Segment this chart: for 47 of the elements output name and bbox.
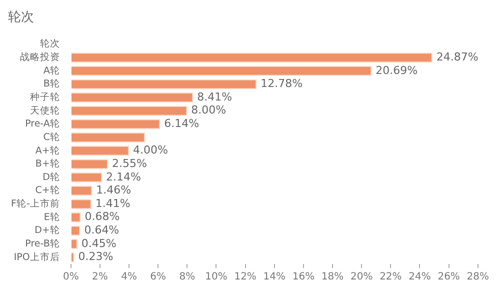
y-tick-label: Pre-B轮 xyxy=(25,237,60,250)
data-label: 12.78% xyxy=(260,77,303,90)
y-tick-label: B轮 xyxy=(43,78,60,90)
data-label: 0.45% xyxy=(81,236,116,250)
data-label: 6.14% xyxy=(164,117,200,130)
x-tick-label: 14% xyxy=(263,272,286,283)
data-label: 4.00% xyxy=(133,144,168,157)
x-tick-label: 24% xyxy=(408,272,431,283)
y-tick-label: D+轮 xyxy=(34,224,60,236)
y-tick-label: E轮 xyxy=(44,210,60,223)
data-label: 8.00% xyxy=(191,104,226,117)
y-tick-label: B+轮 xyxy=(35,158,60,170)
x-tick-label: 22% xyxy=(380,272,402,283)
data-label: 24.87% xyxy=(436,50,478,64)
x-tick-label: 8% xyxy=(179,272,196,283)
data-label: 1.46% xyxy=(96,184,132,197)
y-tick-label: 战略投资 xyxy=(20,51,60,64)
x-tick-label: 4% xyxy=(121,272,137,283)
data-label: 2.14% xyxy=(106,170,141,184)
data-label: 0.68% xyxy=(84,210,120,224)
y-tick-label: C+轮 xyxy=(35,184,60,196)
y-tick-label: C轮 xyxy=(43,130,60,143)
data-label: 8.41% xyxy=(197,90,232,104)
data-label: 20.69% xyxy=(376,64,418,77)
y-tick-label: F轮-上市前 xyxy=(10,198,60,210)
y-tick-label: IPO上市后 xyxy=(14,250,60,263)
y-tick-label: A轮 xyxy=(43,64,60,76)
x-tick-label: 20% xyxy=(350,272,373,283)
x-tick-label: 10% xyxy=(205,272,228,283)
x-tick-label: 18% xyxy=(321,272,344,283)
y-tick-label: 轮次 xyxy=(40,38,60,50)
data-label: 0.23% xyxy=(78,250,114,264)
y-tick-label: 天使轮 xyxy=(30,104,60,116)
data-label: 0.64% xyxy=(84,224,120,237)
x-tick-label: 0% xyxy=(62,272,79,283)
y-tick-label: 种子轮 xyxy=(30,91,60,103)
x-tick-label: 6% xyxy=(150,272,166,283)
y-tick-label: Pre-A轮 xyxy=(25,118,60,130)
y-tick-label: D轮 xyxy=(42,170,60,183)
y-tick-label: A+轮 xyxy=(35,144,60,156)
x-tick-label: 12% xyxy=(234,272,256,283)
data-label: 1.41% xyxy=(95,196,130,210)
x-tick-label: 26% xyxy=(438,272,460,283)
x-tick-label: 28% xyxy=(466,272,490,283)
x-tick-label: 16% xyxy=(292,272,315,283)
data-label: 2.55% xyxy=(112,156,147,170)
x-tick-label: 2% xyxy=(92,272,108,283)
